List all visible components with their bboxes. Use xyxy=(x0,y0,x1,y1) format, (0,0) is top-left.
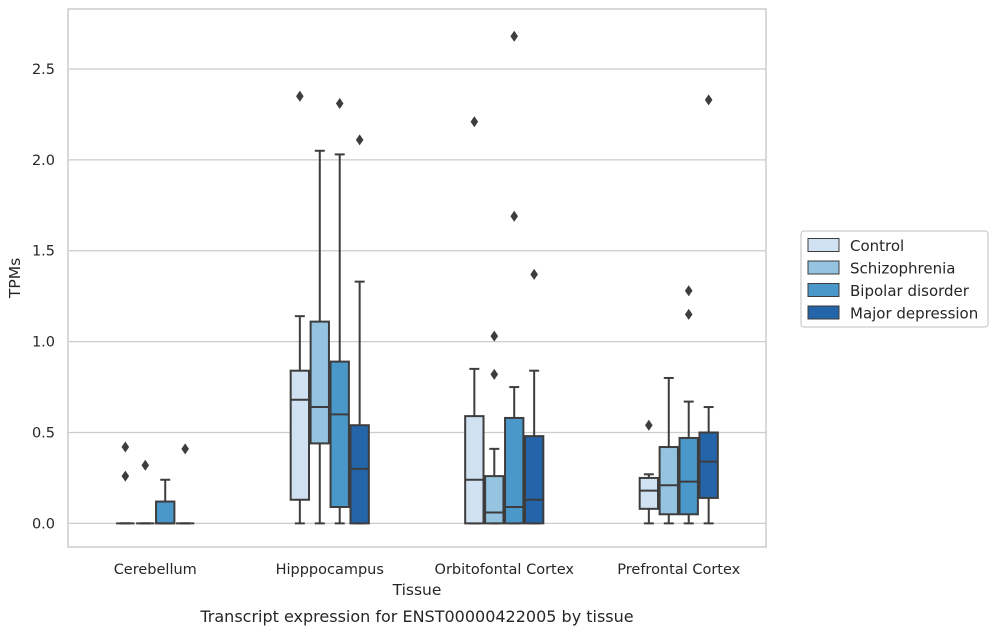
x-tick-label: Prefrontal Cortex xyxy=(617,562,740,578)
y-tick-label: 0.5 xyxy=(32,425,55,441)
box-schizophrenia xyxy=(484,330,505,525)
outlier-point xyxy=(704,94,713,106)
iqr-box xyxy=(698,431,719,499)
outlier-point xyxy=(355,134,364,146)
iqr-box xyxy=(464,415,485,525)
box-control xyxy=(116,441,135,525)
outlier-point xyxy=(510,210,519,222)
outlier-point xyxy=(490,368,499,380)
legend-label: Bipolar disorder xyxy=(850,282,970,300)
legend-swatch xyxy=(807,260,840,275)
legend-label: Major depression xyxy=(850,305,978,323)
iqr-box xyxy=(349,424,370,525)
outlier-point xyxy=(490,330,499,342)
x-tick-labels: Cerebellum Hipppocampus Orbitofontal Corte… xyxy=(114,562,741,578)
legend-swatch xyxy=(807,238,840,252)
outlier-point xyxy=(510,30,519,42)
box-series xyxy=(116,30,719,525)
plot-frame xyxy=(67,8,767,548)
y-axis-label: TPMs xyxy=(6,258,24,299)
iqr-box xyxy=(155,500,176,525)
y-tick-label: 0.0 xyxy=(32,516,55,532)
box-major-depression xyxy=(698,94,719,525)
outlier-point xyxy=(470,116,479,128)
y-tick-label: 1.5 xyxy=(32,244,55,260)
box-bipolar-disorder xyxy=(678,285,699,525)
box-major-depression xyxy=(349,134,370,525)
legend: Control Schizophrenia Bipolar disorder Majo… xyxy=(800,230,989,328)
outlier-point xyxy=(530,268,538,280)
iqr-box xyxy=(638,476,660,510)
y-tick-label: 2.5 xyxy=(32,62,55,78)
figure-caption: Transcript expression for ENST0000042200… xyxy=(199,607,633,626)
x-tick-label: Hipppocampus xyxy=(276,562,384,578)
box-schizophrenia xyxy=(136,459,155,525)
outlier-point xyxy=(181,443,189,455)
outlier-point xyxy=(296,90,304,102)
legend-swatch xyxy=(807,283,840,297)
x-tick-label: Orbitofontal Cortex xyxy=(435,562,575,578)
outlier-point xyxy=(684,285,693,297)
outlier-point xyxy=(335,98,344,110)
legend-label: Schizophrenia xyxy=(850,260,955,278)
y-tick-labels: 0.0 0.5 1.0 1.5 2.0 2.5 xyxy=(32,62,55,532)
x-tick-label: Cerebellum xyxy=(114,562,197,578)
outlier-point xyxy=(645,419,653,431)
y-tick-label: 2.0 xyxy=(32,153,55,169)
box-control xyxy=(289,90,311,525)
iqr-box xyxy=(309,320,330,445)
box-control xyxy=(464,116,485,525)
box-schizophrenia xyxy=(658,376,679,525)
iqr-box xyxy=(289,369,311,501)
legend-label: Control xyxy=(850,237,904,255)
box-major-depression xyxy=(175,443,195,525)
box-bipolar-disorder xyxy=(504,30,525,525)
outlier-point xyxy=(684,308,693,320)
outlier-point xyxy=(121,441,130,453)
box-bipolar-disorder xyxy=(155,478,176,525)
legend-frame xyxy=(800,230,989,328)
iqr-box xyxy=(523,435,545,525)
iqr-box xyxy=(484,475,505,525)
box-bipolar-disorder xyxy=(329,98,350,525)
box-major-depression xyxy=(523,268,545,525)
iqr-box xyxy=(329,360,350,509)
outlier-point xyxy=(141,459,150,471)
iqr-box xyxy=(504,416,525,525)
box-schizophrenia xyxy=(309,149,330,525)
y-tick-label: 1.0 xyxy=(32,335,55,351)
box-control xyxy=(638,419,660,525)
iqr-box xyxy=(658,446,679,516)
outlier-point xyxy=(121,470,130,482)
x-axis-label: Tissue xyxy=(392,581,442,599)
legend-swatch xyxy=(807,305,840,320)
iqr-box xyxy=(678,436,699,516)
